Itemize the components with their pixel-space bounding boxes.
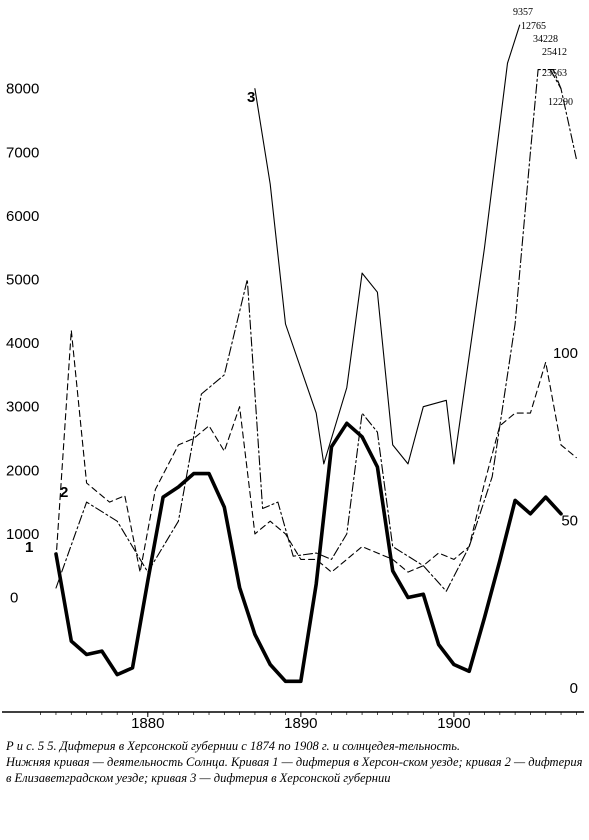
series-label-2: 2: [60, 484, 68, 501]
y-left-tick-label: 3000: [6, 399, 39, 416]
y-left-tick-label: 6000: [6, 208, 39, 225]
series-line-2: [55, 69, 562, 592]
series-label-1: 1: [25, 539, 33, 556]
y-left-tick-label: 4000: [6, 335, 39, 352]
figure-caption: Р и с. 5 5. Дифтерия в Херсонской губерн…: [6, 738, 584, 786]
series-line-3: [55, 329, 577, 573]
series-line-4: [54, 421, 563, 684]
chart: 1880 1890 19000100020003000400050006000700…: [2, 7, 584, 730]
y-right-tick-label: 0: [570, 680, 578, 697]
value-annotation: 12765: [521, 21, 546, 32]
caption-title: Р и с. 5 5. Дифтерия в Херсонской губерн…: [6, 739, 461, 753]
y-left-tick-label: 1000: [6, 526, 39, 543]
y-right-tick-label: 50: [561, 513, 578, 530]
y-left-tick-label: 0: [10, 590, 18, 607]
series-label-3: 3: [247, 89, 255, 106]
labels-layer: 1 2 3 9357 12765 34228 25412 23563 12290: [25, 7, 573, 556]
series-line-0: [254, 24, 521, 465]
y-left-tick-label: 5000: [6, 271, 39, 288]
value-annotation: 23563: [542, 68, 567, 79]
series-line-1: [549, 69, 577, 160]
value-annotation: 25412: [542, 47, 567, 58]
caption-body: Нижняя кривая — деятельность Солнца. Кри…: [6, 755, 583, 785]
y-left-tick-label: 2000: [6, 462, 39, 479]
value-annotation: 34228: [533, 34, 558, 45]
axis-frame: 1880 1890 19000100020003000400050006000700…: [2, 81, 584, 730]
x-tick-label: 1890: [284, 715, 317, 730]
value-annotation: 9357: [513, 7, 533, 18]
value-annotation: 12290: [548, 97, 573, 108]
y-right-tick-label: 100: [553, 345, 578, 362]
x-tick-label: 1880: [131, 715, 164, 730]
series-layer: [54, 24, 577, 684]
x-tick-label: 1900: [437, 715, 470, 730]
y-left-tick-label: 8000: [6, 81, 39, 98]
y-left-tick-label: 7000: [6, 144, 39, 161]
